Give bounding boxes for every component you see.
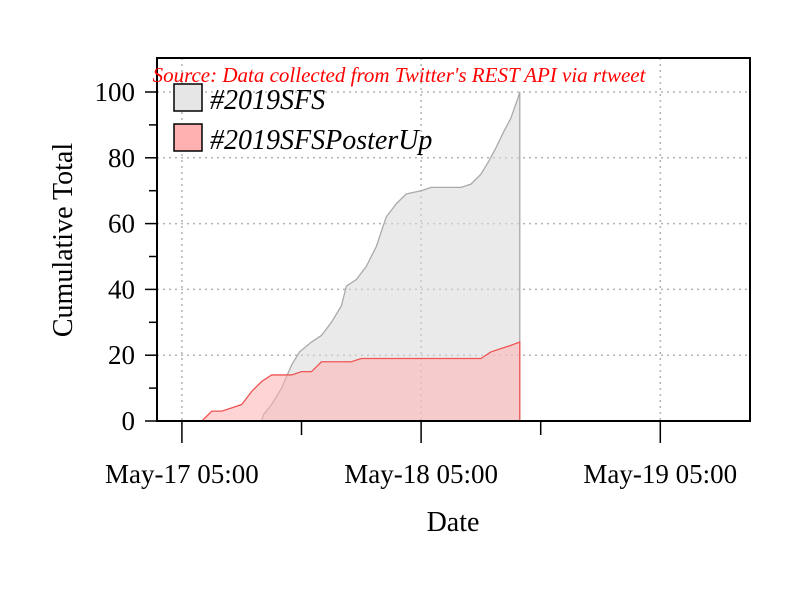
legend-swatch-2019sfsposterup — [173, 123, 203, 152]
y-tick-label: 60 — [108, 209, 135, 239]
y-tick-label: 20 — [108, 340, 135, 370]
series-areas — [201, 91, 521, 422]
x-tick-label: May-18 05:00 — [344, 459, 498, 489]
x-tick-label: May-17 05:00 — [105, 459, 259, 489]
source-note: Source: Data collected from Twitter's RE… — [153, 63, 647, 87]
x-axis-title: Date — [427, 507, 480, 538]
legend: #2019SFS #2019SFSPosterUp — [173, 83, 432, 156]
plot-frame — [156, 57, 751, 422]
y-axis-title: Cumulative Total — [48, 143, 79, 337]
legend-label-2019sfsposterup: #2019SFSPosterUp — [210, 125, 432, 156]
y-tick-label: 40 — [108, 274, 135, 304]
y-tick-label: 0 — [122, 406, 136, 436]
legend-label-2019sfs: #2019SFS — [210, 85, 325, 116]
legend-swatch-2019sfs — [173, 83, 203, 112]
y-tick-label: 100 — [95, 77, 136, 107]
y-tick-label: 80 — [108, 143, 135, 173]
x-tick-label: May-19 05:00 — [583, 459, 737, 489]
axes: 0 20 40 60 80 100 May-17 05:00 May-18 05:00 May-… — [95, 77, 738, 489]
area-series-0 — [261, 92, 520, 421]
line-series-0 — [261, 91, 521, 422]
area-series-1 — [201, 342, 520, 421]
line-series-1 — [201, 341, 521, 422]
